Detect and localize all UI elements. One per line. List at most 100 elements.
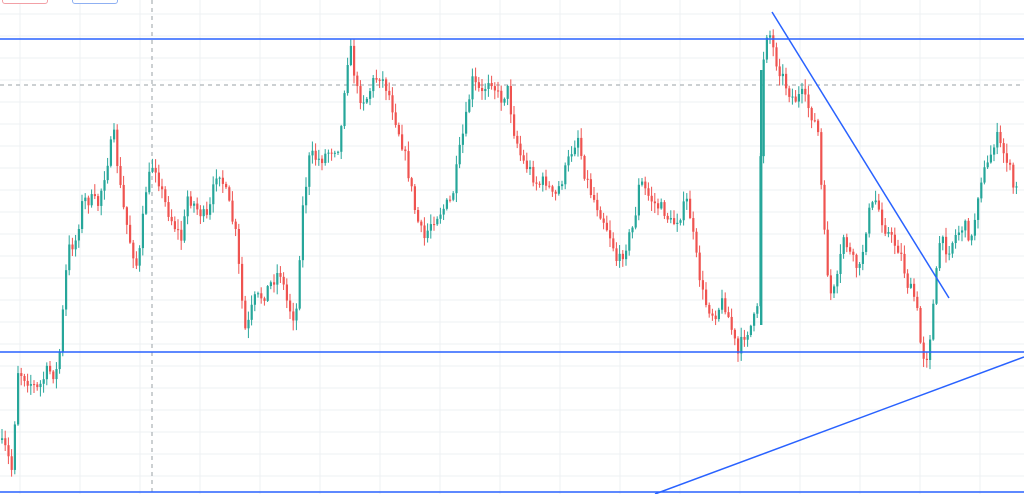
candle-body — [545, 176, 548, 186]
candle-body — [125, 207, 128, 225]
candle-body — [932, 303, 935, 340]
candle-body — [39, 383, 42, 388]
candle-body — [695, 231, 698, 253]
buy-button[interactable] — [72, 0, 118, 4]
candle-body — [391, 95, 394, 113]
candle-body — [567, 156, 570, 166]
candle-body — [951, 243, 954, 254]
candle-body — [330, 152, 333, 154]
candle-body — [765, 37, 768, 60]
sell-button[interactable] — [2, 0, 48, 4]
candle-body — [647, 188, 650, 196]
candle-body — [321, 158, 324, 164]
candle-body — [1, 438, 4, 440]
candle-body — [209, 204, 212, 215]
candle-body — [20, 373, 23, 376]
candle-body — [285, 284, 288, 301]
candlestick-series — [1, 29, 1018, 477]
candle-body — [756, 306, 759, 314]
candle-body — [81, 201, 84, 230]
candle-body — [445, 199, 448, 209]
candle-body — [407, 151, 410, 179]
candle-body — [666, 215, 669, 220]
candle-body — [637, 184, 640, 216]
trend-line[interactable] — [654, 356, 1024, 494]
candle-body — [458, 144, 461, 165]
candle-body — [989, 154, 992, 163]
candle-body — [71, 244, 74, 250]
candle-body — [525, 160, 528, 170]
candle-body — [810, 108, 813, 121]
candle-body — [225, 183, 228, 188]
candle-body — [705, 289, 708, 305]
trend-line[interactable] — [771, 11, 950, 299]
candle-body — [186, 196, 189, 217]
candle-body — [708, 304, 711, 314]
candle-body — [1009, 162, 1012, 165]
candle-body — [685, 198, 688, 202]
candle-body — [4, 438, 7, 446]
candle-body — [413, 186, 416, 210]
candle-body — [45, 365, 48, 380]
candle-body — [337, 151, 340, 153]
candle-body — [241, 263, 244, 301]
candle-body — [900, 252, 903, 254]
candle-body — [148, 171, 151, 193]
candle-body — [983, 167, 986, 183]
candle-body — [727, 312, 730, 317]
candle-body — [938, 243, 941, 269]
candle-body — [842, 237, 845, 254]
candle-body — [993, 147, 996, 155]
candle-body — [541, 176, 544, 185]
candle-body — [689, 198, 692, 219]
candle-body — [74, 240, 77, 250]
drawing-tools[interactable] — [0, 11, 1024, 494]
candle-body — [884, 225, 887, 234]
candle-body — [535, 182, 538, 184]
candle-body — [897, 245, 900, 253]
candle-body — [532, 166, 535, 183]
candle-body — [730, 316, 733, 330]
candle-body — [218, 177, 221, 179]
candle-body — [61, 309, 64, 352]
candle-body — [244, 300, 247, 329]
candle-body — [340, 126, 343, 152]
candle-body — [967, 220, 970, 241]
candle-body — [692, 218, 695, 232]
candle-body — [189, 196, 192, 206]
candle-body — [141, 213, 144, 249]
candle-body — [129, 224, 132, 243]
candle-body — [737, 338, 740, 354]
candle-body — [151, 167, 154, 172]
candle-body — [493, 86, 496, 91]
candle-body — [196, 203, 199, 210]
candle-body — [26, 380, 29, 386]
candle-body — [500, 90, 503, 103]
candle-body — [977, 198, 980, 220]
candle-body — [157, 172, 160, 187]
candle-body — [410, 178, 413, 187]
candle-body — [836, 274, 839, 287]
candle-body — [23, 375, 26, 381]
candle-body — [557, 186, 560, 194]
candle-body — [948, 253, 951, 255]
candle-body — [986, 162, 989, 168]
candle-body — [676, 222, 679, 224]
candle-body — [714, 315, 717, 320]
candle-body — [625, 250, 628, 260]
candle-body — [788, 88, 791, 97]
candle-body — [820, 132, 823, 185]
candle-body — [266, 286, 269, 301]
candle-body — [980, 182, 983, 199]
candle-body — [49, 365, 52, 372]
candle-body — [548, 185, 551, 187]
candle-body — [609, 230, 612, 239]
candle-body — [887, 232, 890, 234]
candle-body — [634, 215, 637, 228]
candle-body — [653, 201, 656, 204]
candle-body — [183, 216, 186, 241]
candle-body — [122, 184, 125, 208]
candle-body — [369, 91, 372, 99]
candle-body — [778, 66, 781, 77]
